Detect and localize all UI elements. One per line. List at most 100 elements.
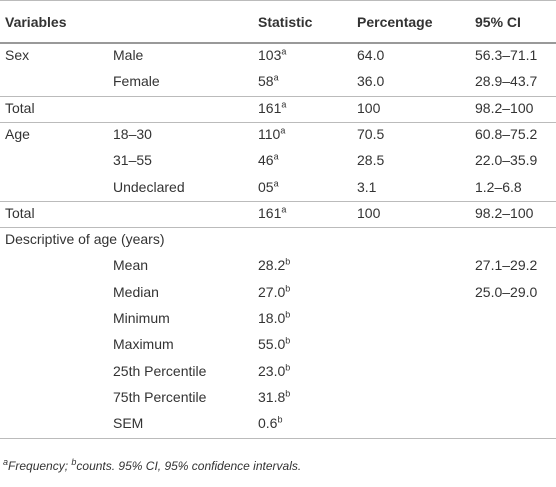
item-label-text: Male <box>113 47 144 63</box>
statistic: 23.0b <box>258 358 290 384</box>
footnote-sup: a <box>3 457 9 467</box>
header-cell: Variables <box>5 14 67 30</box>
statistic-text: 161 <box>258 99 282 116</box>
header-cell: Statistic <box>258 14 313 30</box>
item-label: Female <box>113 68 160 94</box>
statistic: 18.0b <box>258 305 290 331</box>
group-label: Descriptive of age (years) <box>5 226 165 252</box>
group-label: Total <box>5 95 35 121</box>
confidence-interval-text: 60.8–75.2 <box>475 125 538 142</box>
confidence-interval-text: 1.2–6.8 <box>475 178 522 195</box>
superscript: a <box>281 98 287 109</box>
confidence-interval: 25.0–29.0 <box>475 279 537 305</box>
statistic-text: 110 <box>258 125 281 142</box>
statistic: 28.2b <box>258 252 290 278</box>
percentage-text: 70.5 <box>357 125 385 142</box>
group-label-text: Descriptive of age (years) <box>5 231 165 248</box>
item-label-text: Maximum <box>113 336 174 353</box>
percentage: 36.0 <box>357 68 384 94</box>
statistic-text: 18.0 <box>258 310 286 326</box>
statistic: 58a <box>258 68 279 94</box>
header-cell: 95% CI <box>475 14 521 30</box>
statistic-text: 31.8 <box>258 388 286 405</box>
item-label-text: SEM <box>113 415 144 432</box>
confidence-interval: 56.3–71.1 <box>475 42 537 68</box>
item-label: 18–30 <box>113 121 152 147</box>
group-label-text: Total <box>5 99 35 116</box>
superscript: a <box>280 125 286 136</box>
item-label-text: Undeclared <box>113 178 185 195</box>
footnote-text: Frequency; <box>8 459 72 473</box>
item-label-text: 31–55 <box>113 152 152 169</box>
item-label: Median <box>113 279 159 305</box>
confidence-interval: 60.8–75.2 <box>475 121 537 147</box>
item-label-text: 18–30 <box>113 125 152 142</box>
confidence-interval: 98.2–100 <box>475 95 533 121</box>
item-label: Undeclared <box>113 174 185 200</box>
statistic: 110a <box>258 121 285 147</box>
percentage: 3.1 <box>357 174 376 200</box>
item-label-text: Female <box>113 73 160 90</box>
superscript: a <box>281 46 287 57</box>
header-cell: Percentage <box>357 14 433 30</box>
item-label-text: Mean <box>113 257 149 274</box>
superscript: b <box>285 361 291 372</box>
row-rule <box>0 200 556 202</box>
statistic-text: 28.2 <box>258 257 286 274</box>
item-label-text: 25th Percentile <box>113 362 207 379</box>
statistic: 27.0b <box>258 279 290 305</box>
superscript: b <box>285 309 291 320</box>
group-label: Age <box>5 121 30 147</box>
top-rule <box>0 0 556 1</box>
percentage-text: 100 <box>357 204 381 221</box>
statistic-text: 103 <box>258 47 282 63</box>
percentage: 70.5 <box>357 121 384 147</box>
confidence-interval: 28.9–43.7 <box>475 68 537 94</box>
statistic-text: 46 <box>258 152 274 169</box>
row-rule <box>0 121 556 123</box>
confidence-interval-text: 98.2–100 <box>475 204 534 221</box>
item-label: Maximum <box>113 331 174 357</box>
statistic: 103a <box>258 42 286 68</box>
confidence-interval: 98.2–100 <box>475 200 533 226</box>
confidence-interval-text: 56.3–71.1 <box>475 47 538 63</box>
group-label: Total <box>5 200 35 226</box>
percentage-text: 3.1 <box>357 178 377 195</box>
statistic: 31.8b <box>258 384 290 410</box>
superscript: b <box>285 283 291 294</box>
percentage-text: 100 <box>357 99 381 116</box>
percentage: 100 <box>357 95 380 121</box>
statistic-text: 161 <box>258 204 282 221</box>
statistic-text: 55.0 <box>258 336 286 353</box>
header-rule <box>0 42 556 44</box>
percentage-text: 28.5 <box>357 152 385 169</box>
group-label-text: Age <box>5 125 30 142</box>
superscript: a <box>273 177 279 188</box>
group-label: Sex <box>5 42 29 68</box>
percentage-text: 64.0 <box>357 47 385 63</box>
confidence-interval-text: 27.1–29.2 <box>475 257 538 274</box>
item-label: SEM <box>113 410 143 436</box>
percentage: 100 <box>357 200 380 226</box>
statistic: 05a <box>258 174 279 200</box>
statistic-text: 05 <box>258 178 274 195</box>
footnote-sup: b <box>71 457 77 467</box>
footnote-text: counts. 95% CI, 95% confidence intervals… <box>76 459 302 473</box>
superscript: a <box>281 204 287 215</box>
item-label: Minimum <box>113 305 170 331</box>
superscript: b <box>277 414 283 425</box>
item-label-text: Median <box>113 283 159 300</box>
percentage-text: 36.0 <box>357 73 385 90</box>
confidence-interval-text: 22.0–35.9 <box>475 152 538 169</box>
statistic-text: 58 <box>258 73 274 90</box>
percentage: 28.5 <box>357 147 384 173</box>
superscript: b <box>285 335 291 346</box>
superscript: b <box>285 256 291 267</box>
statistic: 161a <box>258 200 286 226</box>
statistic-text: 0.6 <box>258 415 278 432</box>
item-label: Male <box>113 42 143 68</box>
confidence-interval-text: 25.0–29.0 <box>475 283 538 300</box>
item-label-text: 75th Percentile <box>113 388 207 405</box>
item-label: 31–55 <box>113 147 152 173</box>
